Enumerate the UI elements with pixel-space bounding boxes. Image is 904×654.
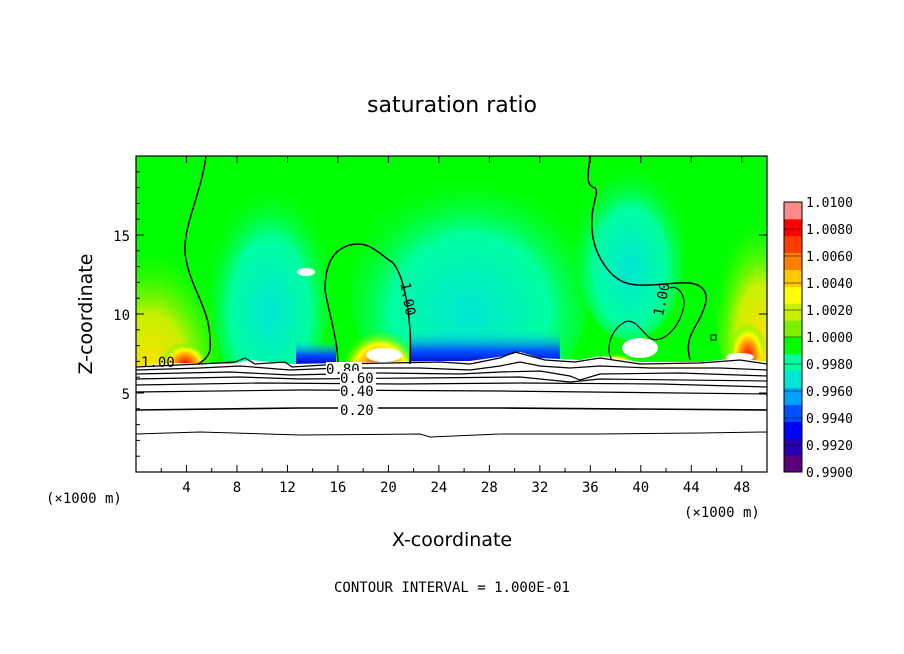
contour-label-1.00-left: 1.00: [141, 355, 175, 371]
contour-1.00-center-left: [324, 289, 339, 365]
x-tick-label: 44: [683, 480, 700, 496]
white-patch-right: [622, 338, 658, 358]
colorbar-tick-label: 0.9980: [806, 358, 853, 373]
colorbar-tick-label: 1.0020: [806, 304, 853, 319]
colorbar-swatch: [784, 404, 802, 422]
contour-label-1.00-right: 1.00: [651, 281, 674, 317]
x-tick-label: 16: [329, 480, 346, 496]
colorbar-tick-label: 1.0100: [806, 196, 853, 211]
contour-line: [136, 351, 767, 368]
colorbar-swatch: [784, 269, 802, 287]
lower-white-region: [136, 352, 767, 472]
contour-1.00-right: [587, 156, 707, 361]
x-tick-label: 32: [531, 480, 548, 496]
y-tick-label: 10: [113, 308, 130, 324]
colorbar-tick-label: 1.0040: [806, 277, 853, 292]
x-tick-label: 8: [233, 480, 241, 496]
contour-label-bg-0.60: [340, 371, 376, 384]
contour-label-1.00-center: 1.00: [396, 281, 418, 317]
colorbar-tick-label: 1.0000: [806, 331, 853, 346]
colorbar-swatch: [784, 303, 802, 321]
cyan-region-right: [575, 160, 685, 340]
contour-1.00-right-inner: [608, 286, 685, 361]
contour-line: [136, 376, 767, 383]
contour-1.00-left: [184, 156, 212, 365]
colorbar-swatch: [784, 218, 802, 237]
y-axis-ticks: 5 10 15: [113, 171, 767, 457]
contour-line: [136, 382, 767, 388]
x-tick-label: 28: [481, 480, 498, 496]
white-patch-cloud: [297, 268, 315, 276]
colorbar-swatch: [784, 438, 802, 456]
x-tick-label: 12: [279, 480, 296, 496]
colorbar-tick-label: 0.9900: [806, 466, 853, 481]
contour-label-bg-0.20: [338, 402, 378, 416]
contour-1.00-center: [324, 243, 412, 365]
red-region-right2: [730, 305, 766, 365]
colorbar-swatch: [784, 387, 802, 405]
colorbar-tick-label: 1.0080: [806, 223, 853, 238]
colorbar-swatch: [784, 455, 802, 473]
chart-title: saturation ratio: [367, 93, 537, 118]
contour-1.00-dot: [710, 334, 717, 341]
y-tick-label: 15: [113, 229, 130, 245]
blue-band-left: [296, 340, 336, 365]
colorbar-tick-label: 1.0060: [806, 250, 853, 265]
colorbar-tick-label: 0.9960: [806, 385, 853, 400]
contour-label-bg-0.40: [340, 384, 376, 397]
contour-line: [136, 389, 767, 395]
contour-line: [136, 361, 767, 371]
contour-label-0.20: 0.20: [340, 403, 374, 419]
lower-contour-lines: [136, 351, 767, 438]
red-region-left: [163, 330, 207, 370]
saturation-field: [136, 156, 767, 472]
x-unit-label: (×1000 m): [684, 505, 760, 521]
colorbar-swatch: [784, 370, 802, 389]
x-tick-label: 24: [430, 480, 447, 496]
z-unit-label: (×1000 m): [46, 491, 122, 507]
x-tick-label: 20: [380, 480, 397, 496]
contour-line: [136, 407, 767, 411]
colorbar-swatch: [784, 286, 802, 304]
colorbar-swatch: [784, 252, 802, 270]
colorbar-swatch: [784, 353, 802, 372]
x-axis-ticks: 4 8 12 16 20 24 28 32 36 40 44 48: [160, 156, 750, 496]
colorbar-swatch: [784, 202, 802, 220]
colorbar-swatch: [784, 421, 802, 439]
x-tick-label: 40: [632, 480, 649, 496]
y-tick-label: 5: [122, 387, 130, 403]
contour-label-0.60: 0.60: [340, 371, 374, 387]
white-patch-center: [366, 348, 402, 362]
colorbar: 1.0100 1.0080 1.0060 1.0040 1.0020 1.0000 0.99…: [783, 196, 853, 481]
contour-line: [136, 370, 767, 381]
colorbar-swatch: [784, 235, 802, 254]
colorbar-swatch: [784, 337, 802, 355]
x-tick-label: 4: [182, 480, 190, 496]
contour-line: [136, 431, 767, 438]
x-axis-label: X-coordinate: [392, 529, 512, 551]
colorbar-tick-label: 0.9920: [806, 439, 853, 454]
y-axis-label: Z-coordinate: [75, 254, 97, 375]
x-tick-label: 36: [582, 480, 599, 496]
colorbar-swatch: [784, 320, 802, 338]
colorbar-tick-label: 0.9940: [806, 412, 853, 427]
contour-interval-text: CONTOUR INTERVAL = 1.000E-01: [334, 580, 570, 596]
contour-label-0.40: 0.40: [340, 384, 374, 400]
x-tick-label: 48: [733, 480, 750, 496]
